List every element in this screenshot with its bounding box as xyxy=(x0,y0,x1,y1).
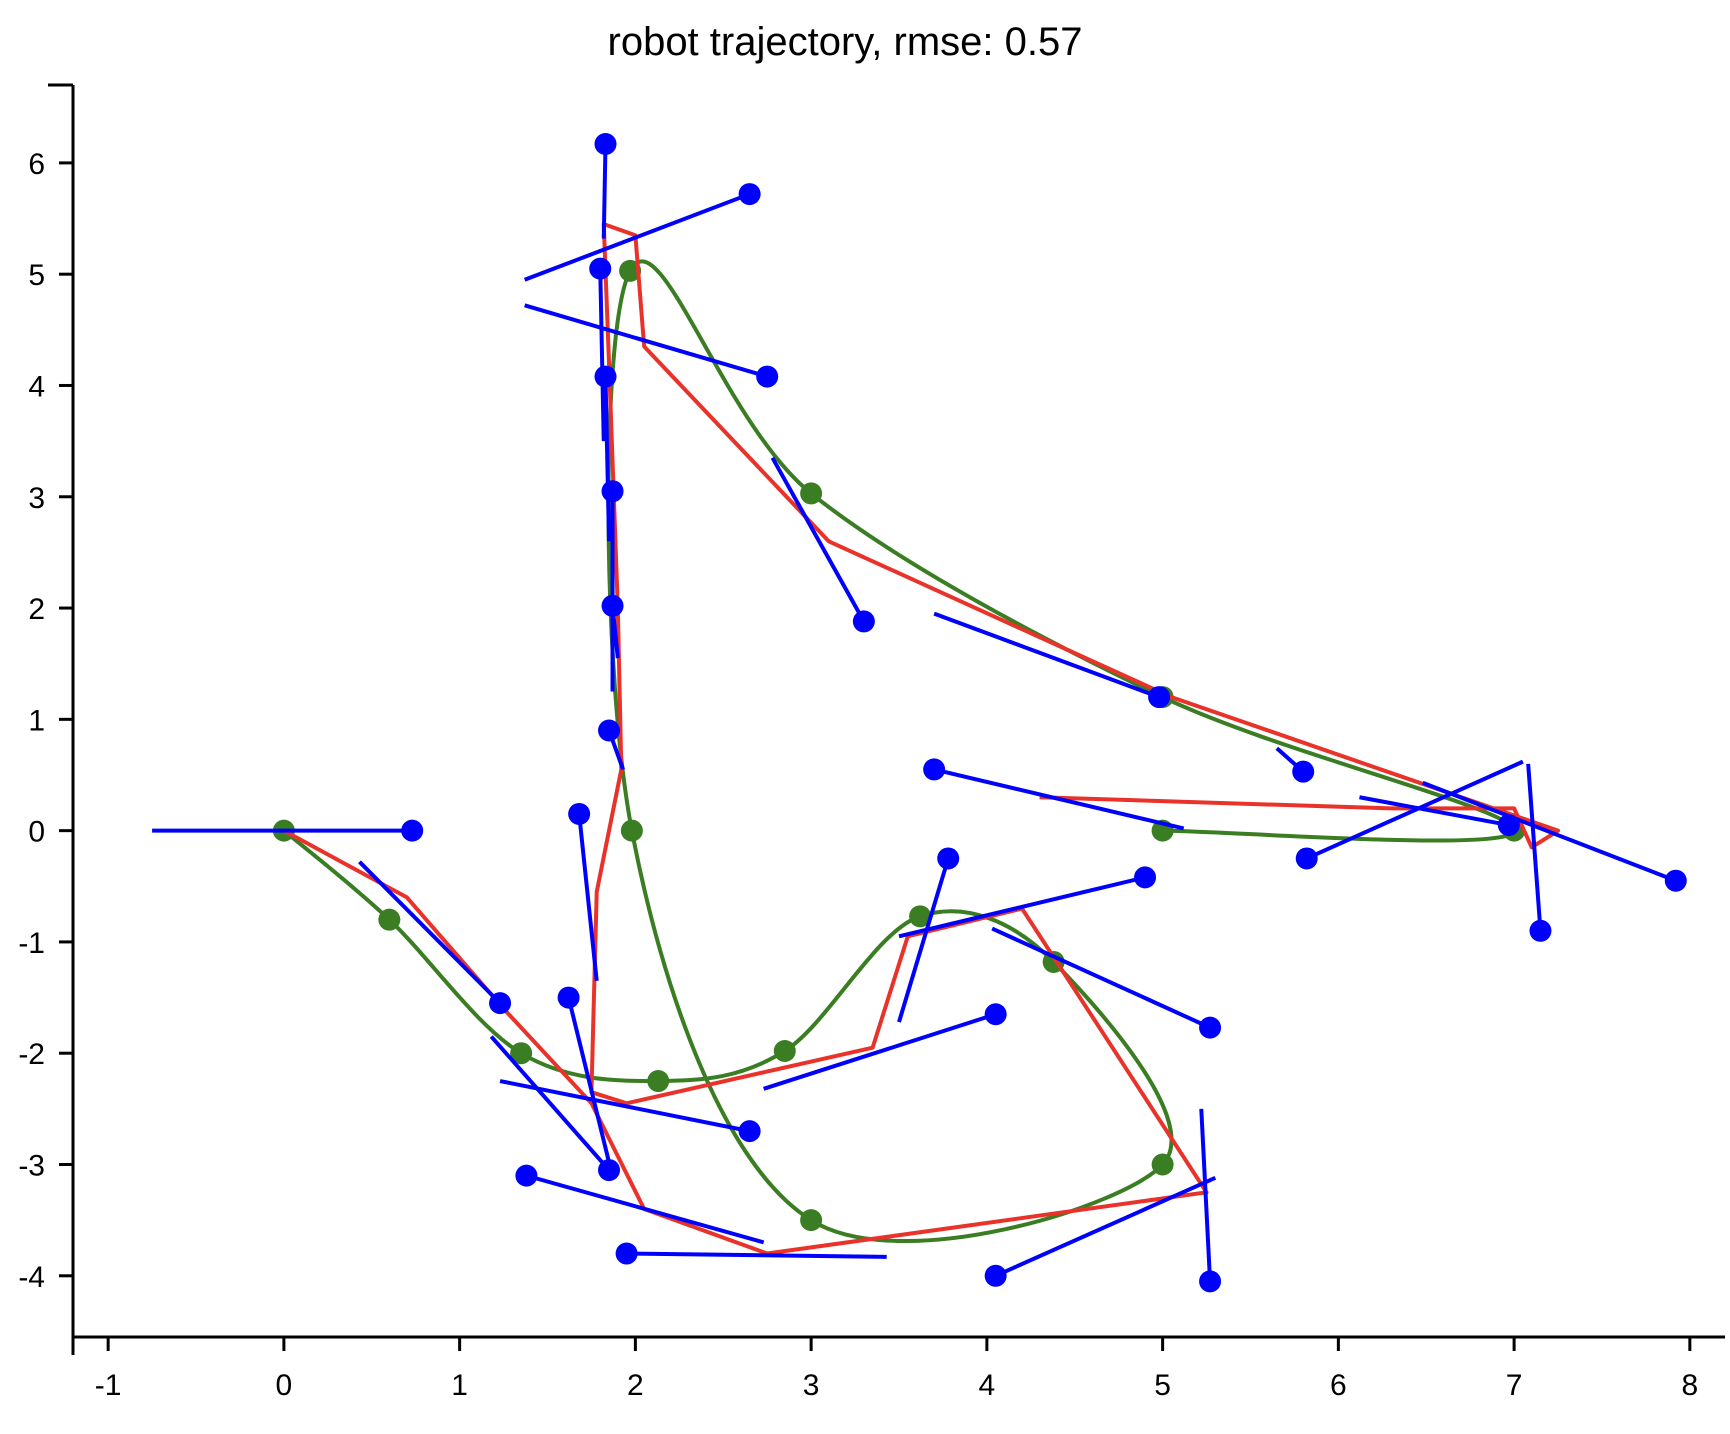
x-tick-label: 4 xyxy=(979,1369,996,1402)
estimated-path-line xyxy=(282,222,1561,1256)
pose-heading-line xyxy=(358,860,502,1005)
pose-point xyxy=(1199,1270,1222,1293)
ground-truth-point xyxy=(773,1039,796,1062)
pose-heading-line xyxy=(994,1176,1217,1278)
ground-truth-point xyxy=(647,1070,670,1093)
pose-point xyxy=(589,257,612,280)
pose-heading-line xyxy=(763,1012,997,1091)
pose-heading-line xyxy=(499,1079,751,1134)
ground-truth-point xyxy=(619,259,642,282)
y-tick-label: -4 xyxy=(18,1261,45,1294)
ground-truth-point xyxy=(800,1209,823,1232)
pose-layer xyxy=(152,132,1687,1293)
pose-point xyxy=(489,992,512,1015)
x-tick-label: 3 xyxy=(803,1369,820,1402)
pose-point xyxy=(756,365,779,388)
axes: -1 0 1 2 3 4 5 6 7 8 -4 -3 -2 -1 0 1 2 3 4 5 6 xyxy=(18,83,1725,1402)
pose-point xyxy=(601,594,624,617)
pose-point xyxy=(984,1264,1007,1287)
pose-heading-line xyxy=(524,303,768,379)
pose-point xyxy=(1529,919,1552,942)
pose-heading-line xyxy=(1526,763,1543,931)
pose-heading-line xyxy=(770,456,866,623)
ground-truth-point xyxy=(620,819,643,842)
ground-truth-point xyxy=(1151,1153,1174,1176)
y-tick-label: 4 xyxy=(28,370,45,403)
pose-point xyxy=(568,802,591,825)
pose-point xyxy=(738,183,761,206)
ground-truth-point xyxy=(800,482,823,505)
pose-point xyxy=(594,365,617,388)
ground-truth-layer xyxy=(272,259,1526,1243)
pose-heading-line xyxy=(525,1173,765,1245)
pose-heading-line xyxy=(897,857,951,1023)
x-tick-label: 2 xyxy=(627,1369,644,1402)
pose-point xyxy=(1199,1016,1222,1039)
pose-heading-line xyxy=(933,611,1160,699)
x-tick-label: 0 xyxy=(276,1369,293,1402)
pose-heading-line xyxy=(523,192,751,282)
pose-point xyxy=(1664,869,1687,892)
y-tick-label: 3 xyxy=(28,482,45,515)
ground-truth-point xyxy=(510,1042,533,1065)
pose-point xyxy=(601,480,624,503)
pose-heading-line xyxy=(933,767,1185,831)
pose-heading-line xyxy=(601,143,608,239)
ground-truth-point xyxy=(378,908,401,931)
x-tick-label: 5 xyxy=(1154,1369,1171,1402)
y-tick-label: 2 xyxy=(28,593,45,626)
y-tick-label: -3 xyxy=(18,1150,45,1183)
x-tick-label: 6 xyxy=(1330,1369,1347,1402)
pose-point xyxy=(738,1120,761,1143)
pose-point xyxy=(937,847,960,870)
pose-heading-line xyxy=(1199,1108,1213,1282)
estimated-path-layer xyxy=(282,222,1561,1256)
y-tick-label: 1 xyxy=(28,704,45,737)
pose-heading-line xyxy=(1421,780,1677,883)
pose-point xyxy=(1497,814,1520,837)
pose-heading-line xyxy=(603,376,612,542)
pose-point xyxy=(923,758,946,781)
pose-point xyxy=(515,1164,538,1187)
pose-point xyxy=(852,610,875,633)
pose-heading-line xyxy=(566,997,611,1163)
x-tick-label: 8 xyxy=(1682,1369,1699,1402)
y-tick-label: -1 xyxy=(18,927,45,960)
y-tick-label: -2 xyxy=(18,1038,45,1071)
pose-point xyxy=(401,819,424,842)
y-tick-label: 0 xyxy=(28,816,45,849)
chart-title: robot trajectory, rmse: 0.57 xyxy=(608,20,1083,64)
pose-point xyxy=(598,1159,621,1182)
y-tick-label: 6 xyxy=(28,148,45,181)
x-tick-label: -1 xyxy=(95,1369,122,1402)
pose-point xyxy=(598,719,621,742)
pose-heading-line xyxy=(489,1035,611,1172)
x-tick-label: 7 xyxy=(1506,1369,1523,1402)
ground-truth-point xyxy=(909,905,932,928)
pose-heading-line xyxy=(1359,795,1510,828)
pose-point xyxy=(594,132,617,155)
y-tick-label: 5 xyxy=(28,259,45,292)
pose-heading-line xyxy=(626,1251,887,1259)
pose-point xyxy=(557,986,580,1009)
pose-point xyxy=(1292,760,1315,783)
pose-heading-line xyxy=(1305,759,1524,861)
pose-point xyxy=(1134,866,1157,889)
pose-heading-line xyxy=(898,875,1146,939)
x-tick-label: 1 xyxy=(451,1369,468,1402)
pose-point xyxy=(984,1003,1007,1026)
pose-heading-line xyxy=(991,926,1211,1030)
pose-point xyxy=(1148,686,1171,709)
pose-point xyxy=(615,1242,638,1265)
pose-heading-line xyxy=(598,268,606,442)
pose-heading-line xyxy=(577,813,599,982)
pose-point xyxy=(1295,847,1318,870)
